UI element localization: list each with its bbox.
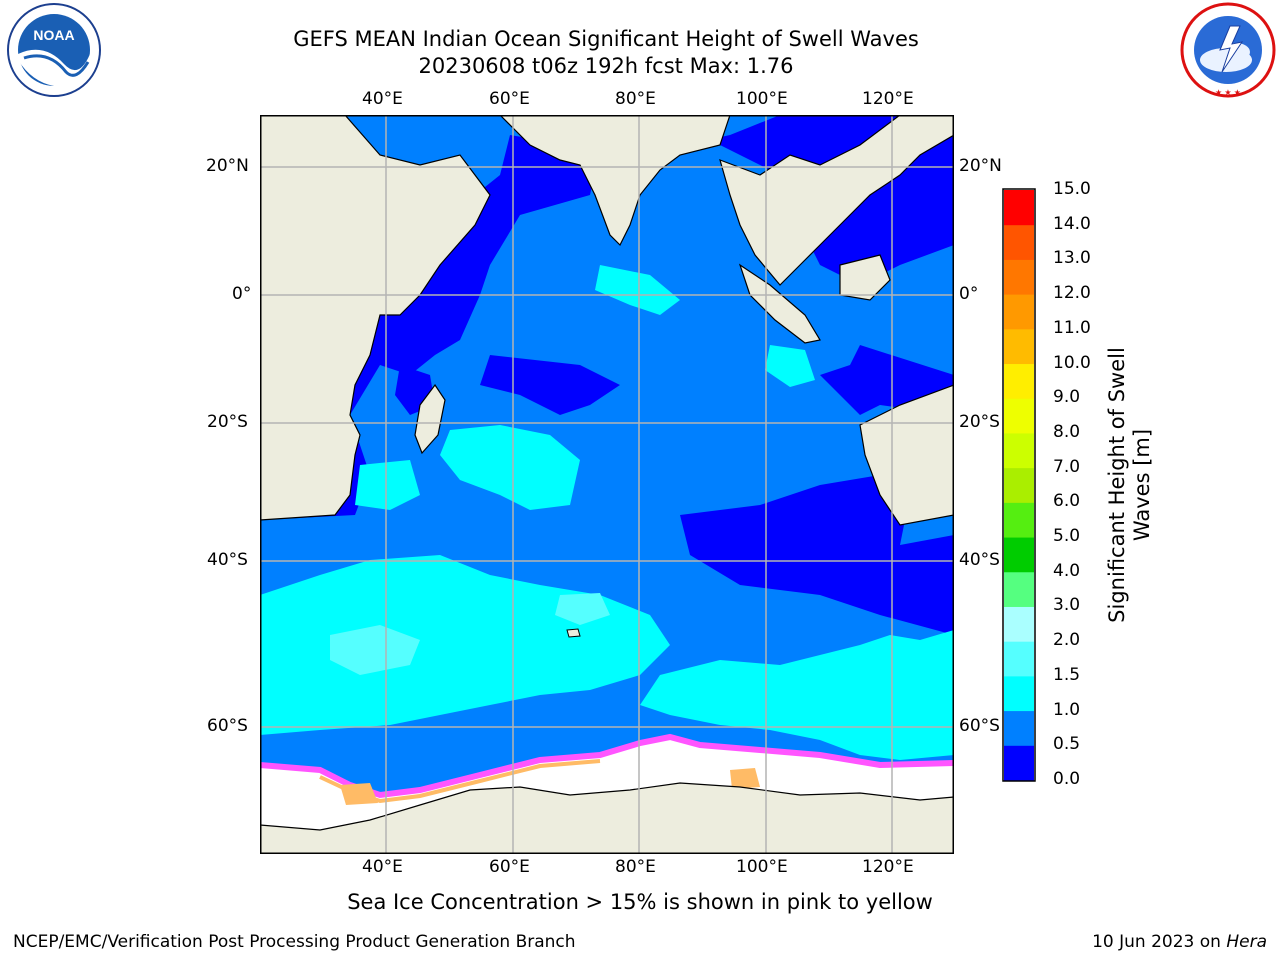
lon-label-bottom: 40°E (362, 857, 403, 877)
swell-band-0-0.5 (680, 475, 954, 635)
noaa-logo: NOAA (7, 3, 101, 97)
footer-credit: NCEP/EMC/Verification Post Processing Pr… (13, 932, 576, 952)
lon-label-bottom: 80°E (615, 857, 656, 877)
colorbar-tick-label: 4.0 (1053, 560, 1081, 581)
lat-label-left: 60°S (207, 716, 248, 736)
colorbar-label-line1: Significant Height of Swell (1105, 347, 1129, 623)
land-antarctica (260, 782, 954, 854)
colorbar-swatch (1004, 432, 1034, 469)
svg-text:★ ★ ★: ★ ★ ★ (1215, 88, 1241, 97)
sea-ice-caption: Sea Ice Concentration > 15% is shown in … (347, 890, 933, 914)
lon-label-bottom: 60°E (489, 857, 530, 877)
colorbar-swatch (1004, 467, 1034, 503)
colorbar-tick-label: 12.0 (1053, 283, 1091, 304)
colorbar-tick-label: 5.0 (1053, 526, 1081, 547)
colorbar-tick-label: 10.0 (1053, 352, 1091, 373)
land-india (499, 115, 731, 247)
colorbar-tick-label: 6.0 (1053, 491, 1081, 512)
map-plot (260, 115, 954, 854)
sea-ice-patch (340, 783, 378, 805)
footer-date-text: 10 Jun 2023 on (1092, 932, 1227, 952)
lon-label-top: 80°E (615, 89, 656, 109)
swell-band-1.0-1.5 (595, 265, 680, 315)
lat-label-right: 40°S (959, 550, 1000, 570)
swell-band-0-0.5 (480, 355, 620, 415)
swell-band-1.0-1.5 (355, 460, 420, 510)
colorbar-tick-label: 11.0 (1053, 317, 1091, 338)
land-sumatra (738, 263, 821, 344)
colorbar-tick-label: 1.5 (1053, 664, 1081, 685)
land-africa-arabia (260, 115, 491, 521)
colorbar-tick-label: 9.0 (1053, 387, 1081, 408)
lat-label-left: 0° (232, 284, 252, 304)
colorbar-swatch (1004, 224, 1034, 260)
lat-label-left: 40°S (207, 550, 248, 570)
lon-label-bottom: 120°E (862, 857, 914, 877)
colorbar-swatch (1004, 363, 1034, 399)
colorbar (1002, 188, 1036, 782)
noaa-logo-text: NOAA (33, 27, 74, 43)
land-borneo (839, 254, 891, 301)
colorbar-swatch (1004, 398, 1034, 434)
chart-title: GEFS MEAN Indian Ocean Significant Heigh… (293, 27, 919, 51)
colorbar-tick-label: 8.0 (1053, 421, 1081, 442)
colorbar-swatch (1004, 675, 1034, 712)
colorbar-swatch (1004, 328, 1034, 365)
colorbar-tick-label: 15.0 (1053, 179, 1091, 199)
colorbar-tick-label: 3.0 (1053, 595, 1081, 616)
colorbar-swatch (1004, 710, 1034, 746)
land-australia (859, 384, 954, 526)
colorbar-swatch (1004, 190, 1034, 226)
swell-band-1.0-1.5 (440, 425, 580, 510)
land-madagascar (414, 383, 446, 455)
lon-label-top: 60°E (489, 89, 530, 109)
colorbar-tick-label: 14.0 (1053, 213, 1091, 234)
colorbar-tick-label: 1.0 (1053, 699, 1081, 720)
lat-label-right: 0° (959, 284, 979, 304)
colorbar-tick-label: 7.0 (1053, 456, 1081, 477)
lon-label-top: 120°E (862, 89, 914, 109)
lon-label-bottom: 100°E (736, 857, 788, 877)
swell-band-1.5-2.0 (555, 593, 610, 625)
land-southeast-asia (719, 115, 954, 286)
colorbar-swatch (1004, 502, 1034, 538)
lat-label-left: 20°S (207, 412, 248, 432)
lat-label-left: 20°N (206, 156, 249, 176)
land-kerguelen (566, 628, 581, 638)
lat-label-right: 60°S (959, 716, 1000, 736)
colorbar-label: Significant Height of Swell Waves [m] (1105, 275, 1155, 695)
colorbar-tick-label: 13.0 (1053, 248, 1091, 269)
gridlines (260, 115, 954, 854)
nws-logo: ★ ★ ★ (1180, 2, 1276, 98)
swell-band-1.5-2.0 (330, 625, 420, 675)
colorbar-swatch (1004, 294, 1034, 330)
colorbar-label-line2: Waves [m] (1130, 428, 1154, 542)
colorbar-swatch (1004, 641, 1034, 677)
colorbar-tick-label: 0.0 (1053, 769, 1081, 789)
sea-ice-patch (730, 768, 760, 789)
colorbar-tick-label: 2.0 (1053, 630, 1081, 651)
colorbar-tick-label: 0.5 (1053, 734, 1081, 755)
lat-label-right: 20°S (959, 412, 1000, 432)
colorbar-swatch (1004, 606, 1034, 642)
lat-label-right: 20°N (959, 156, 1002, 176)
colorbar-swatch (1004, 571, 1034, 607)
swell-band-1.0-1.5 (765, 345, 815, 387)
chart-subtitle: 20230608 t06z 192h fcst Max: 1.76 (418, 54, 794, 78)
lon-label-top: 40°E (362, 89, 403, 109)
colorbar-frame (1002, 188, 1036, 782)
footer-machine: Hera (1226, 932, 1267, 952)
colorbar-swatch (1004, 745, 1034, 781)
lon-label-top: 100°E (736, 89, 788, 109)
footer-date: 10 Jun 2023 on Hera (1092, 932, 1267, 952)
colorbar-swatch (1004, 537, 1034, 573)
colorbar-swatch (1004, 259, 1034, 295)
